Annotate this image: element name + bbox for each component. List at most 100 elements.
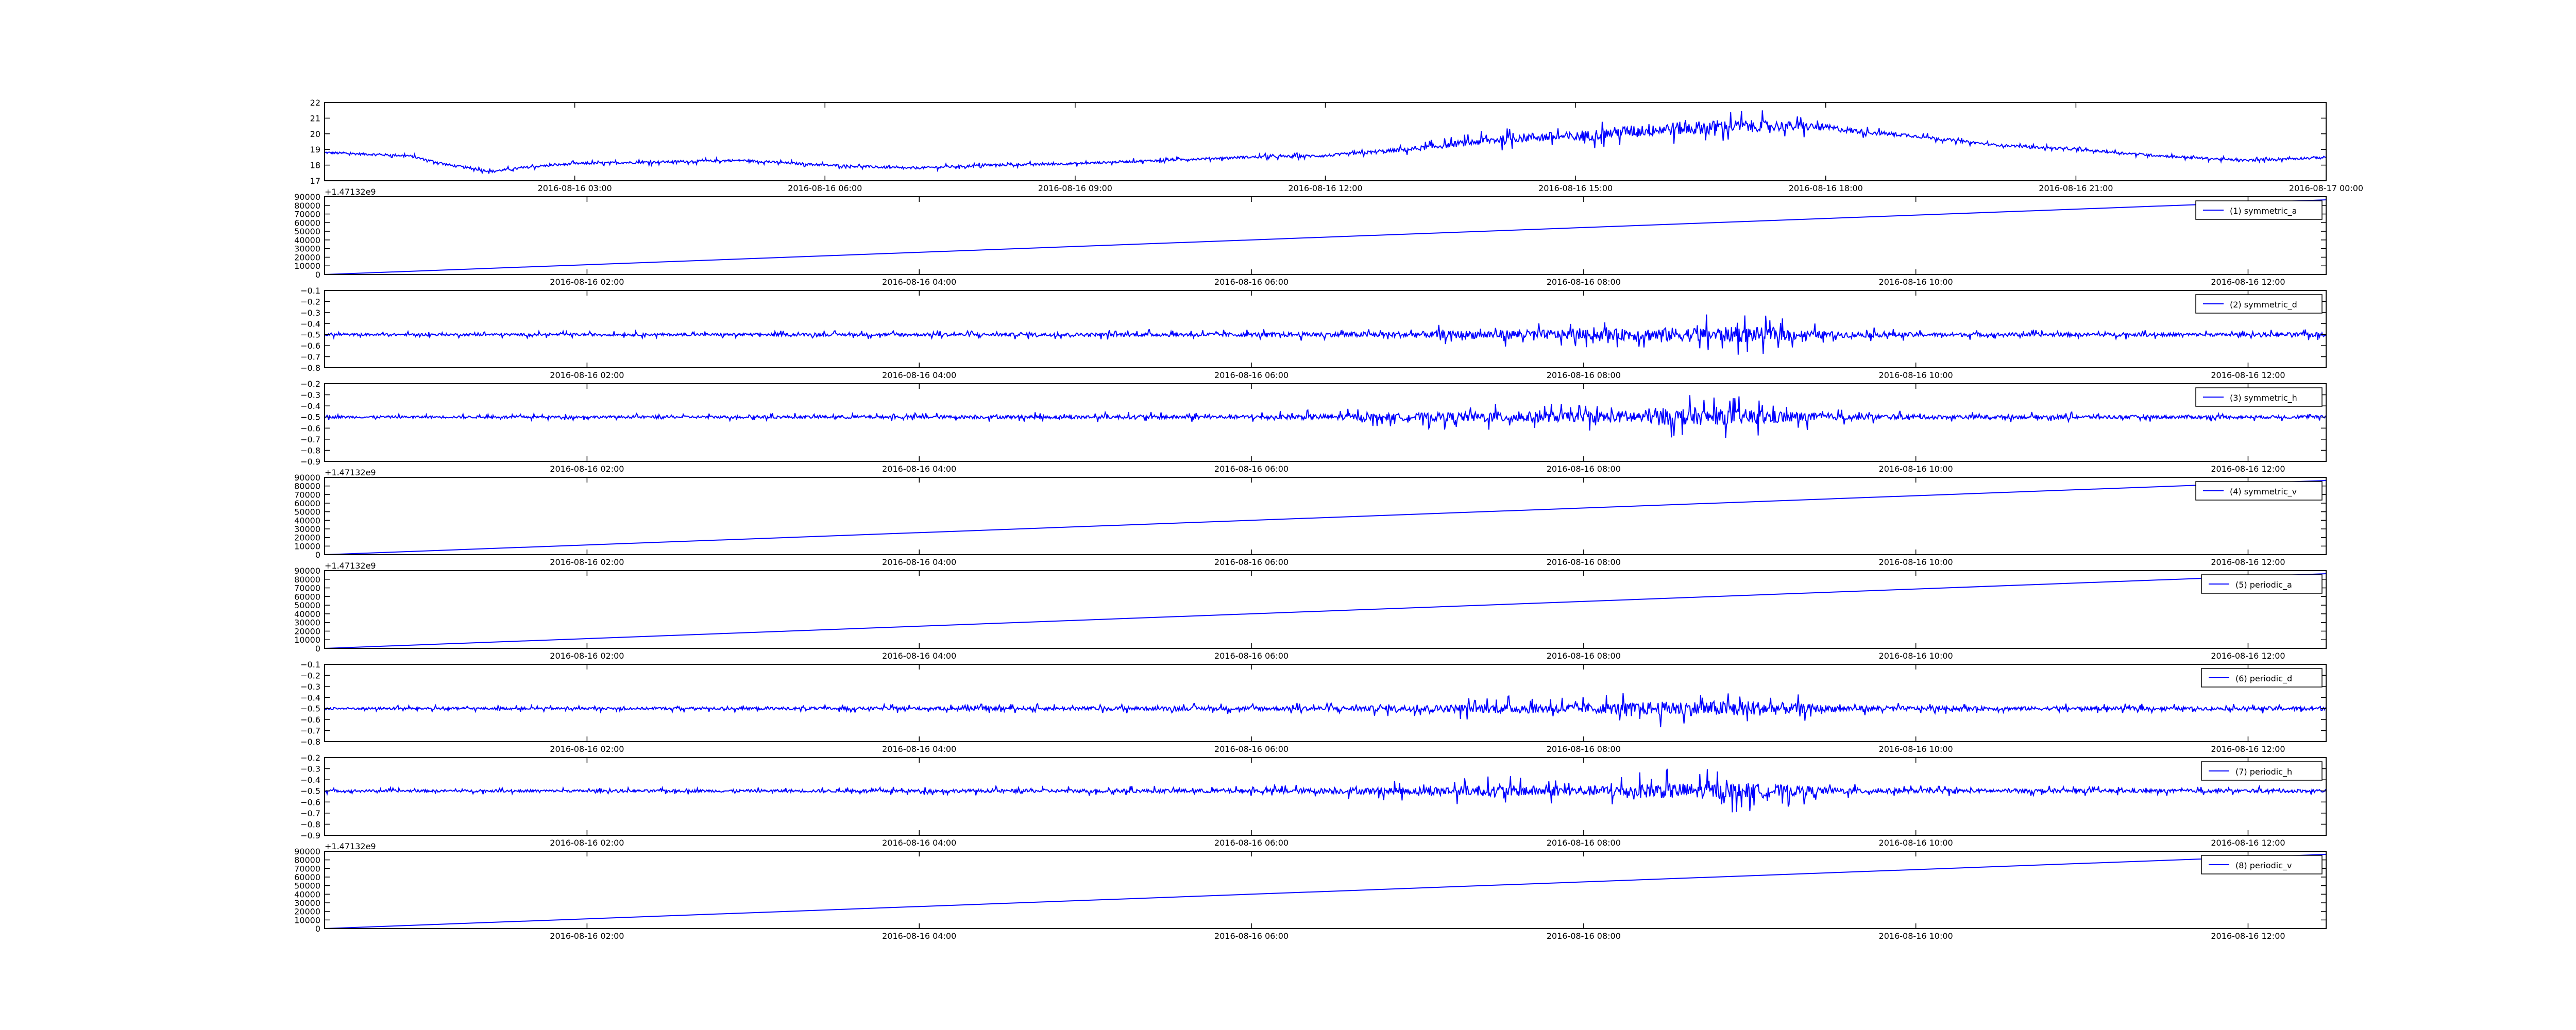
x-tick-label: 2016-08-16 08:00 xyxy=(1547,464,1621,474)
x-tick-label: 2016-08-16 12:00 xyxy=(2211,838,2285,848)
y-tick-label: −0.7 xyxy=(300,809,320,818)
y-tick-label: −0.6 xyxy=(300,797,320,807)
y-tick-label: 10000 xyxy=(294,261,320,271)
x-tick-label: 2016-08-16 06:00 xyxy=(1214,744,1289,754)
panel-periodic_d: −0.8−0.7−0.6−0.5 −0.4−0.3 −0.2−0.1 2016-08-… xyxy=(300,660,2327,754)
x-tick-label: 2016-08-16 02:00 xyxy=(550,838,624,848)
x-tick-label: 2016-08-16 04:00 xyxy=(882,277,956,287)
axes-frame-temperature xyxy=(324,102,2327,181)
y-tick-label: −0.2 xyxy=(300,297,320,306)
y-tick-label: 90000 xyxy=(294,192,320,202)
y-tick-label: 90000 xyxy=(294,566,320,576)
y-tick-label: 20000 xyxy=(294,252,320,262)
x-tick-label: 2016-08-16 02:00 xyxy=(550,651,624,661)
y-tick-label: −0.4 xyxy=(300,775,320,785)
y-tick-label: −0.8 xyxy=(300,445,320,455)
legend-label: (2) symmetric_d xyxy=(2230,300,2297,310)
x-tick-label: 2016-08-16 06:00 xyxy=(788,183,862,193)
y-tick-label: −0.1 xyxy=(300,660,320,670)
series-line-temperature xyxy=(324,110,2327,175)
x-tick-label: 2016-08-16 04:00 xyxy=(882,557,956,567)
x-tick-label: 2016-08-16 06:00 xyxy=(1214,464,1289,474)
y-tick-label: 20000 xyxy=(294,626,320,636)
x-tick-label: 2016-08-16 12:00 xyxy=(2211,744,2285,754)
y-tick-label: 30000 xyxy=(294,618,320,628)
y-tick-label: −0.2 xyxy=(300,671,320,680)
y-tick-label: 40000 xyxy=(294,235,320,245)
panel-symmetric_a: 0100002000030000400005000060000700008000… xyxy=(294,187,2327,287)
y-offset-label: +1.47132e9 xyxy=(325,468,376,477)
x-tick-label: 2016-08-16 10:00 xyxy=(1879,838,1953,848)
x-tick-label: 2016-08-16 10:00 xyxy=(1879,370,1953,380)
y-tick-label: 17 xyxy=(310,176,320,186)
panel-symmetric_v: 0100002000030000400005000060000700008000… xyxy=(294,468,2327,567)
y-tick-label: −0.6 xyxy=(300,715,320,725)
legend-label: (8) periodic_v xyxy=(2235,861,2292,871)
x-tick-label: 2016-08-16 04:00 xyxy=(882,651,956,661)
x-tick-label: 2016-08-16 06:00 xyxy=(1214,838,1289,848)
panel-symmetric_h: −0.9 −0.8−0.7 −0.6−0.5 −0.4−0.3−0.2 2016-08-… xyxy=(300,379,2327,474)
y-tick-label: 50000 xyxy=(294,227,320,236)
series-line-symmetric_d xyxy=(324,314,2327,355)
y-tick-label: 80000 xyxy=(294,855,320,865)
y-tick-label: 70000 xyxy=(294,864,320,873)
x-tick-label: 2016-08-16 12:00 xyxy=(2211,370,2285,380)
panel-periodic_a: 0100002000030000400005000060000700008000… xyxy=(294,561,2327,661)
series-line-symmetric_a xyxy=(324,199,2327,275)
y-tick-label: −0.7 xyxy=(300,726,320,736)
x-tick-label: 2016-08-16 08:00 xyxy=(1547,370,1621,380)
x-tick-label: 2016-08-16 09:00 xyxy=(1038,183,1112,193)
y-tick-label: 60000 xyxy=(294,872,320,882)
y-tick-label: 50000 xyxy=(294,881,320,891)
series-line-periodic_a xyxy=(324,573,2327,649)
y-tick-label: 19 xyxy=(310,145,320,154)
y-tick-label: 22 xyxy=(310,98,320,108)
y-tick-label: 80000 xyxy=(294,201,320,211)
y-tick-label: 90000 xyxy=(294,473,320,483)
y-offset-label: +1.47132e9 xyxy=(325,187,376,197)
x-tick-label: 2016-08-16 12:00 xyxy=(2211,931,2285,941)
y-tick-label: 50000 xyxy=(294,600,320,610)
y-tick-label: −0.3 xyxy=(300,764,320,774)
x-tick-label: 2016-08-16 12:00 xyxy=(2211,557,2285,567)
x-tick-label: 2016-08-16 12:00 xyxy=(1288,183,1362,193)
x-tick-label: 2016-08-16 08:00 xyxy=(1547,838,1621,848)
panel-periodic_h: −0.9 −0.8−0.7 −0.6−0.5−0.4−0.3−0.2 2016-08-… xyxy=(300,753,2327,848)
y-tick-label: 10000 xyxy=(294,635,320,645)
y-tick-label: 70000 xyxy=(294,210,320,219)
x-tick-label: 2016-08-16 06:00 xyxy=(1214,557,1289,567)
y-tick-label: −0.5 xyxy=(300,704,320,714)
y-tick-label: 10000 xyxy=(294,541,320,551)
y-tick-label: −0.2 xyxy=(300,379,320,389)
y-tick-label: −0.7 xyxy=(300,352,320,362)
x-tick-label: 2016-08-16 10:00 xyxy=(1879,931,1953,941)
series-line-symmetric_v xyxy=(324,480,2327,555)
axes-frame-periodic_h xyxy=(324,757,2327,836)
x-tick-label: 2016-08-16 04:00 xyxy=(882,464,956,474)
x-tick-label: 2016-08-16 06:00 xyxy=(1214,277,1289,287)
y-tick-label: 18 xyxy=(310,161,320,170)
y-tick-label: −0.3 xyxy=(300,308,320,318)
y-tick-label: 20 xyxy=(310,129,320,139)
y-tick-label: 20000 xyxy=(294,533,320,543)
x-tick-label: 2016-08-17 00:00 xyxy=(2289,183,2363,193)
x-tick-label: 2016-08-16 06:00 xyxy=(1214,370,1289,380)
x-tick-label: 2016-08-16 10:00 xyxy=(1879,277,1953,287)
y-offset-label: +1.47132e9 xyxy=(325,842,376,851)
y-tick-label: −0.5 xyxy=(300,786,320,796)
y-tick-label: −0.6 xyxy=(300,423,320,433)
y-tick-label: 0 xyxy=(315,270,320,280)
x-tick-label: 2016-08-16 08:00 xyxy=(1547,277,1621,287)
x-tick-label: 2016-08-16 21:00 xyxy=(2039,183,2113,193)
x-tick-label: 2016-08-16 02:00 xyxy=(550,370,624,380)
y-tick-label: 30000 xyxy=(294,244,320,254)
series-line-periodic_v xyxy=(324,854,2327,929)
y-tick-label: −0.8 xyxy=(300,737,320,747)
x-tick-label: 2016-08-16 02:00 xyxy=(550,277,624,287)
y-tick-label: −0.4 xyxy=(300,319,320,329)
y-tick-label: −0.9 xyxy=(300,831,320,840)
y-tick-label: −0.6 xyxy=(300,341,320,351)
axes-frame-symmetric_v xyxy=(324,477,2327,555)
x-tick-label: 2016-08-16 10:00 xyxy=(1879,651,1953,661)
